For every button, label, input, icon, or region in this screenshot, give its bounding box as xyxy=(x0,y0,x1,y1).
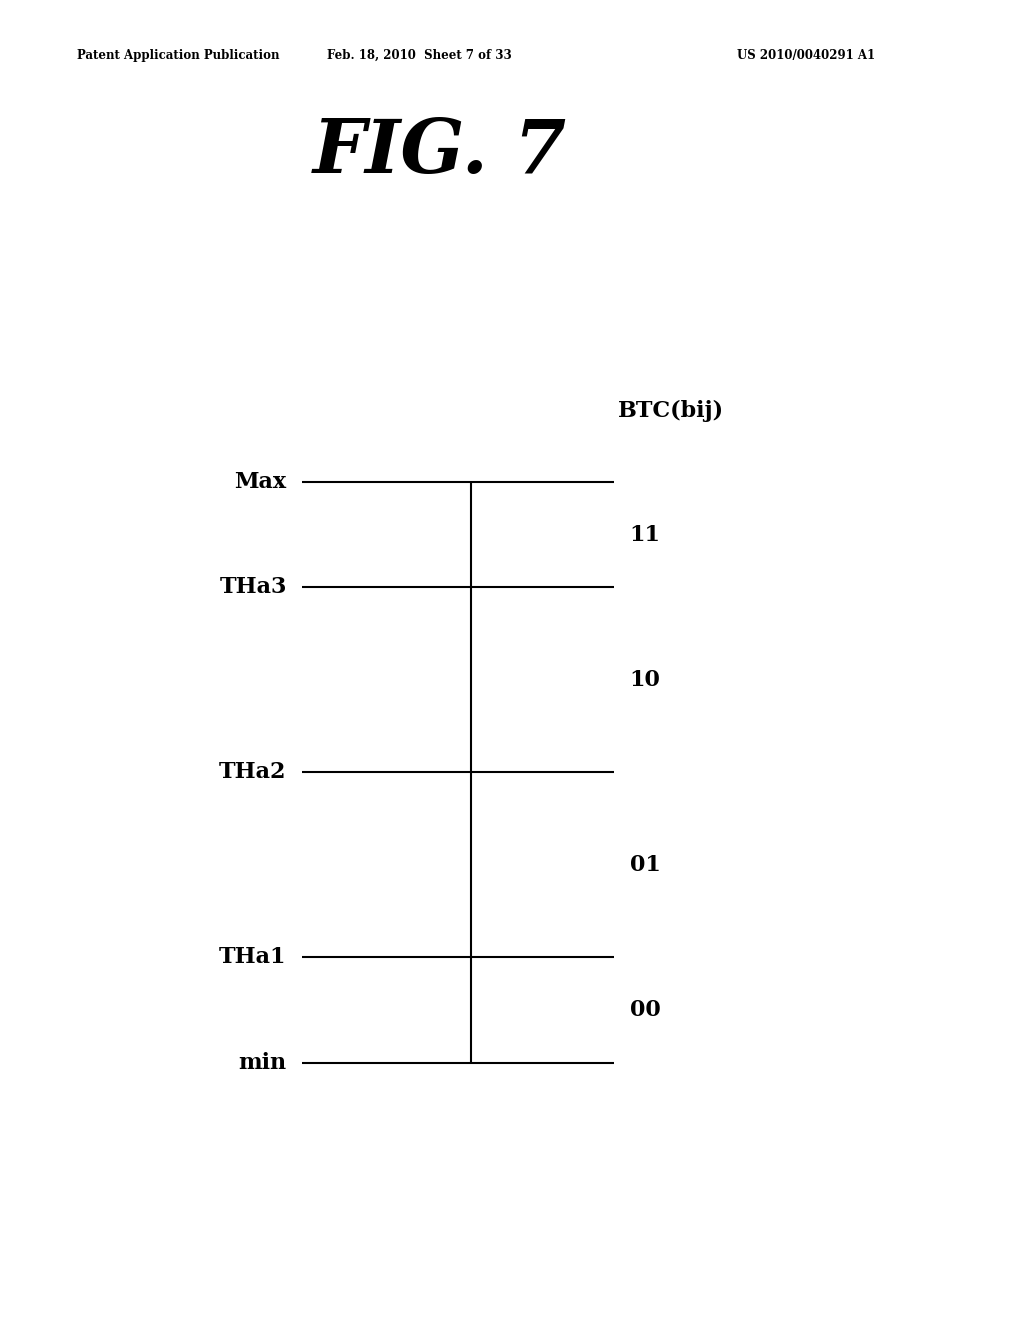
Text: Feb. 18, 2010  Sheet 7 of 33: Feb. 18, 2010 Sheet 7 of 33 xyxy=(328,49,512,62)
Text: 00: 00 xyxy=(630,999,660,1020)
Text: FIG. 7: FIG. 7 xyxy=(313,116,567,187)
Text: BTC(bij): BTC(bij) xyxy=(617,400,724,422)
Text: 11: 11 xyxy=(630,524,660,545)
Text: min: min xyxy=(239,1052,287,1073)
Text: Patent Application Publication: Patent Application Publication xyxy=(77,49,280,62)
Text: THa2: THa2 xyxy=(219,762,287,783)
Text: 10: 10 xyxy=(630,669,660,690)
Text: THa3: THa3 xyxy=(219,577,287,598)
Text: Max: Max xyxy=(234,471,287,492)
Text: US 2010/0040291 A1: US 2010/0040291 A1 xyxy=(737,49,876,62)
Text: 01: 01 xyxy=(630,854,660,875)
Text: THa1: THa1 xyxy=(219,946,287,968)
